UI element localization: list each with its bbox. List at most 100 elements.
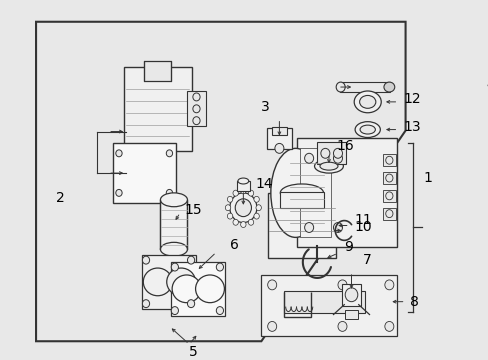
Circle shape [304,222,313,233]
Text: 5: 5 [189,345,198,359]
Circle shape [333,222,342,233]
Text: 14: 14 [255,177,272,191]
Ellipse shape [160,242,187,256]
Bar [382,190,395,202]
Circle shape [385,174,392,182]
Circle shape [274,143,284,153]
Circle shape [333,148,342,158]
Ellipse shape [319,162,337,170]
Ellipse shape [335,82,345,92]
Circle shape [345,288,357,302]
Bar [160,200,187,249]
Ellipse shape [359,125,375,134]
Text: 13: 13 [403,120,421,134]
Circle shape [320,148,329,158]
Ellipse shape [354,122,380,138]
Bar [284,291,364,312]
Circle shape [304,153,313,163]
Bar [382,154,395,166]
Ellipse shape [359,95,375,108]
Polygon shape [36,22,405,341]
Text: 15: 15 [184,203,202,217]
Bar [142,255,196,309]
Bar [382,208,395,220]
Bar [171,262,225,316]
Circle shape [187,300,194,307]
Circle shape [142,256,149,264]
Text: 7: 7 [363,253,371,267]
Circle shape [248,219,253,225]
Ellipse shape [229,193,256,222]
Ellipse shape [172,275,201,303]
Text: 1: 1 [423,171,431,185]
Circle shape [385,156,392,164]
Bar [272,127,286,135]
Bar [297,139,396,247]
Bar [280,192,323,208]
Circle shape [192,117,200,125]
Bar [123,67,191,151]
Circle shape [253,213,259,219]
Ellipse shape [238,178,248,184]
Ellipse shape [160,193,187,207]
Bar [382,172,395,184]
Text: 2: 2 [56,191,64,205]
Circle shape [192,105,200,113]
Circle shape [384,280,393,290]
Circle shape [337,280,346,290]
Circle shape [166,189,172,196]
Circle shape [385,210,392,217]
Ellipse shape [166,268,195,296]
Text: 11: 11 [353,213,371,226]
Circle shape [187,256,194,264]
Text: 9: 9 [344,240,352,254]
Circle shape [384,321,393,331]
Circle shape [116,150,122,157]
Text: 16: 16 [335,139,353,153]
Circle shape [225,205,230,211]
Ellipse shape [235,199,251,217]
Bar [267,193,335,258]
Circle shape [333,153,342,163]
Circle shape [240,188,245,194]
Text: 6: 6 [229,238,238,252]
Circle shape [232,219,238,225]
Circle shape [216,307,223,315]
Circle shape [166,150,172,157]
Ellipse shape [195,275,224,303]
Text: 3: 3 [261,100,269,114]
Circle shape [248,190,253,196]
Text: 10: 10 [353,220,371,234]
Circle shape [337,321,346,331]
Ellipse shape [280,184,323,202]
Bar [112,143,175,203]
Ellipse shape [353,91,381,113]
Polygon shape [261,275,396,336]
Text: 8: 8 [409,295,418,309]
Bar [341,284,361,306]
Bar [344,310,358,319]
Circle shape [192,93,200,101]
Circle shape [253,196,259,202]
Bar [266,127,291,149]
Circle shape [227,213,232,219]
Circle shape [267,321,276,331]
Bar [317,143,346,164]
Circle shape [216,263,223,271]
Circle shape [240,221,245,228]
Bar [237,181,249,191]
Ellipse shape [143,268,172,296]
Circle shape [171,263,178,271]
Circle shape [232,190,238,196]
Circle shape [142,300,149,307]
Ellipse shape [383,82,394,92]
Text: 4: 4 [486,78,488,92]
Ellipse shape [314,159,343,173]
Circle shape [171,307,178,315]
Ellipse shape [270,148,320,237]
Bar [144,61,171,81]
Circle shape [116,189,122,196]
Bar [299,148,330,237]
Text: 12: 12 [403,92,421,106]
Circle shape [255,205,261,211]
